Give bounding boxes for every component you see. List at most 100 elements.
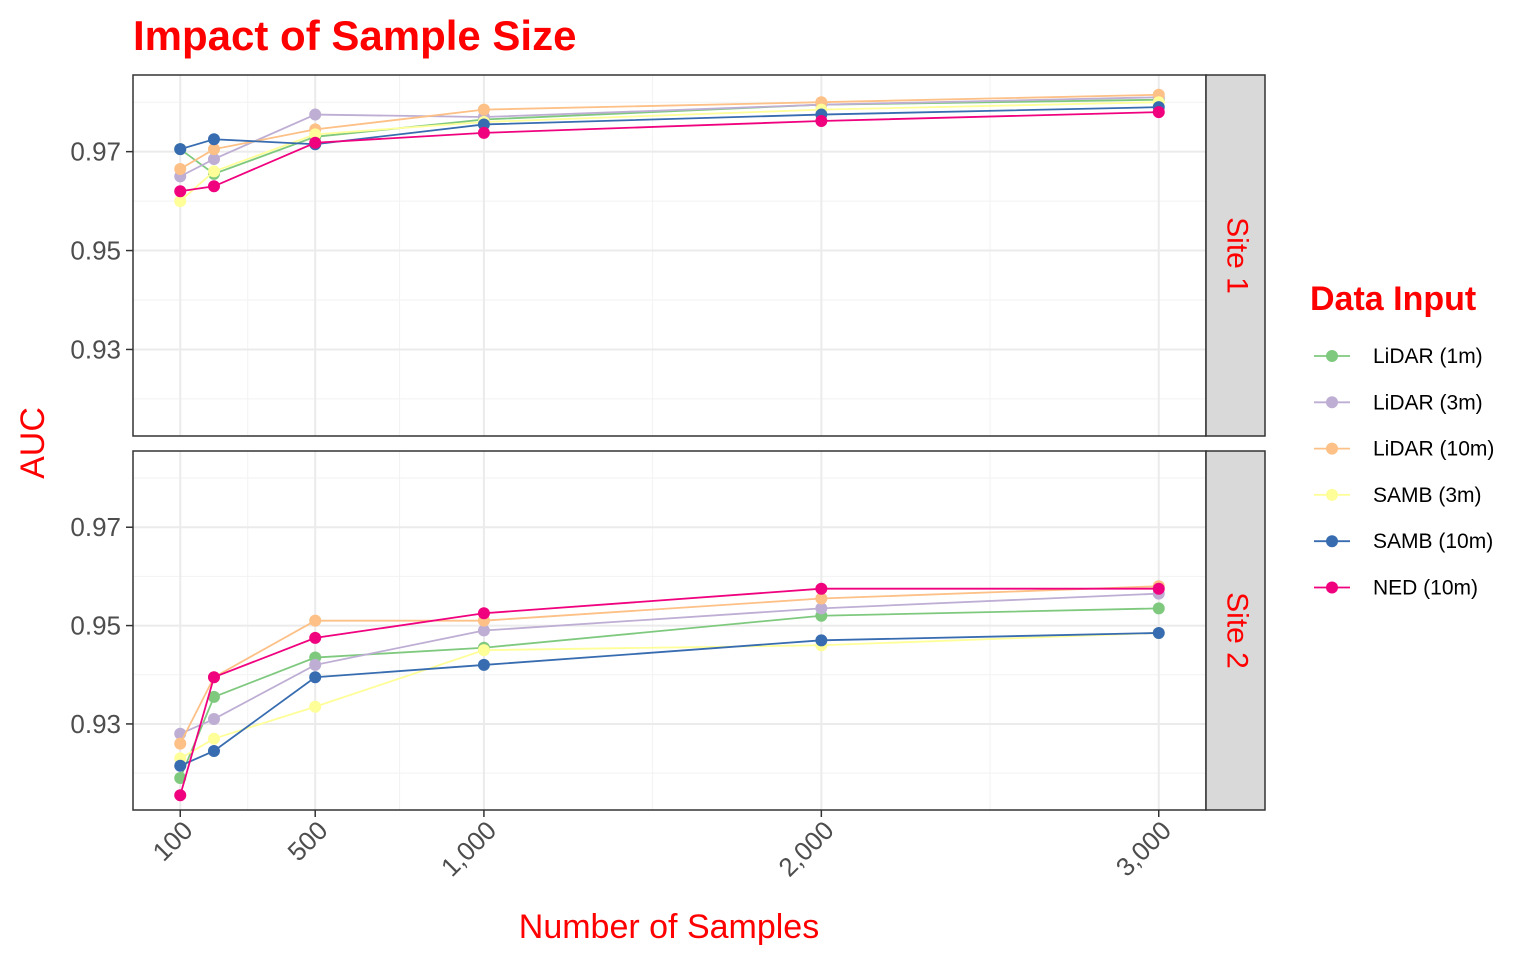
- plot-background: [133, 75, 1206, 436]
- y-tick-label: 0.95: [70, 611, 121, 641]
- legend-key-point: [1326, 350, 1338, 362]
- legend-item: SAMB (10m): [1314, 530, 1493, 553]
- y-axis-title: AUC: [14, 407, 52, 479]
- panels-layer: 0.93 0.95 0.97 Site 1 0.93 0.95 0.97 Site 2: [70, 74, 1266, 811]
- x-tick-label: 1,000: [435, 815, 502, 882]
- legend: Data Input LiDAR (1m) LiDAR (3m) LiDAR (10…: [1310, 280, 1494, 600]
- series-line: [179, 93, 1159, 170]
- x-tick-label: 100: [147, 815, 199, 867]
- data-point: [477, 103, 490, 116]
- data-point: [174, 789, 187, 802]
- data-point: [207, 744, 220, 757]
- series-lidar-1m: [174, 602, 1165, 785]
- data-point: [1152, 582, 1165, 595]
- x-axis-title: Number of Samples: [519, 908, 819, 946]
- x-axis: 100 500 1,000 2,000 3,000: [147, 810, 1177, 882]
- series-line: [179, 585, 1159, 745]
- legend-key-point: [1326, 442, 1338, 455]
- legend-key-point: [1326, 535, 1338, 548]
- series-line: [179, 632, 1159, 767]
- data-point: [815, 634, 828, 647]
- y-tick-label: 0.93: [70, 709, 121, 739]
- x-tick-label: 500: [282, 815, 334, 867]
- data-point: [1152, 626, 1165, 639]
- data-point: [309, 700, 322, 713]
- data-point: [477, 126, 490, 139]
- legend-label: NED (10m): [1373, 577, 1478, 600]
- data-point: [815, 582, 828, 595]
- legend-items: LiDAR (1m) LiDAR (3m) LiDAR (10m) SAMB (3m)…: [1314, 345, 1494, 600]
- legend-key-point: [1326, 396, 1338, 409]
- legend-label: SAMB (10m): [1373, 530, 1493, 553]
- data-point: [207, 153, 220, 166]
- data-point: [207, 690, 220, 703]
- data-point: [174, 759, 187, 772]
- legend-item: SAMB (3m): [1314, 484, 1482, 507]
- data-point: [477, 118, 490, 131]
- facet-strip-label: Site 1: [1221, 217, 1254, 294]
- series-line: [179, 592, 1159, 735]
- series-line: [179, 101, 1159, 202]
- data-point: [477, 607, 490, 620]
- data-point: [309, 108, 322, 121]
- data-point: [174, 185, 187, 198]
- legend-label: SAMB (3m): [1373, 484, 1482, 507]
- legend-item: LiDAR (10m): [1314, 438, 1494, 461]
- data-point: [1152, 602, 1165, 615]
- data-point: [309, 658, 322, 671]
- legend-item: NED (10m): [1314, 577, 1478, 600]
- x-tick-label: 3,000: [1110, 815, 1177, 882]
- data-point: [174, 772, 187, 785]
- legend-title: Data Input: [1310, 280, 1476, 318]
- legend-item: LiDAR (3m): [1314, 391, 1483, 414]
- y-tick-label: 0.97: [70, 512, 121, 542]
- y-tick-label: 0.93: [70, 334, 121, 364]
- y-tick-label: 0.97: [70, 137, 121, 167]
- series-line: [179, 96, 1159, 178]
- series-ned-10m: [174, 106, 1165, 198]
- data-point: [815, 602, 828, 615]
- data-point: [174, 737, 187, 750]
- legend-key-point: [1326, 581, 1338, 594]
- legend-label: LiDAR (3m): [1373, 391, 1483, 414]
- facet-strip: [1205, 74, 1266, 437]
- legend-label: LiDAR (1m): [1373, 345, 1483, 368]
- legend-key-point: [1326, 488, 1338, 501]
- data-point: [207, 165, 220, 178]
- facet-strip-label: Site 2: [1221, 592, 1254, 669]
- data-point: [477, 658, 490, 671]
- data-point: [174, 143, 187, 156]
- data-point: [477, 644, 490, 657]
- series-line: [179, 632, 1159, 760]
- series-ned-10m: [174, 582, 1165, 802]
- facet-strip: [1205, 450, 1266, 811]
- data-point: [207, 180, 220, 193]
- data-point: [207, 133, 220, 146]
- series-samb-10m: [174, 626, 1165, 772]
- legend-label: LiDAR (10m): [1373, 438, 1494, 461]
- data-point: [207, 671, 220, 684]
- data-point: [815, 592, 828, 605]
- data-point: [1152, 106, 1165, 119]
- panel-1: 0.93 0.95 0.97 Site 1: [70, 74, 1266, 437]
- data-point: [174, 162, 187, 175]
- data-point: [207, 732, 220, 745]
- series-line: [179, 607, 1159, 779]
- data-point: [309, 631, 322, 644]
- series-line: [179, 587, 1159, 796]
- data-point: [309, 136, 322, 149]
- data-point: [309, 671, 322, 684]
- data-point: [309, 614, 322, 627]
- data-point: [309, 128, 322, 141]
- data-point: [477, 624, 490, 637]
- y-tick-label: 0.95: [70, 236, 121, 266]
- legend-item: LiDAR (1m): [1314, 345, 1483, 368]
- x-tick-label: 2,000: [772, 815, 839, 882]
- data-point: [207, 143, 220, 156]
- data-point: [815, 114, 828, 127]
- chart-title: Impact of Sample Size: [133, 12, 576, 59]
- panel-2: 0.93 0.95 0.97 Site 2: [70, 450, 1266, 811]
- data-point: [207, 713, 220, 726]
- data-point: [174, 195, 187, 208]
